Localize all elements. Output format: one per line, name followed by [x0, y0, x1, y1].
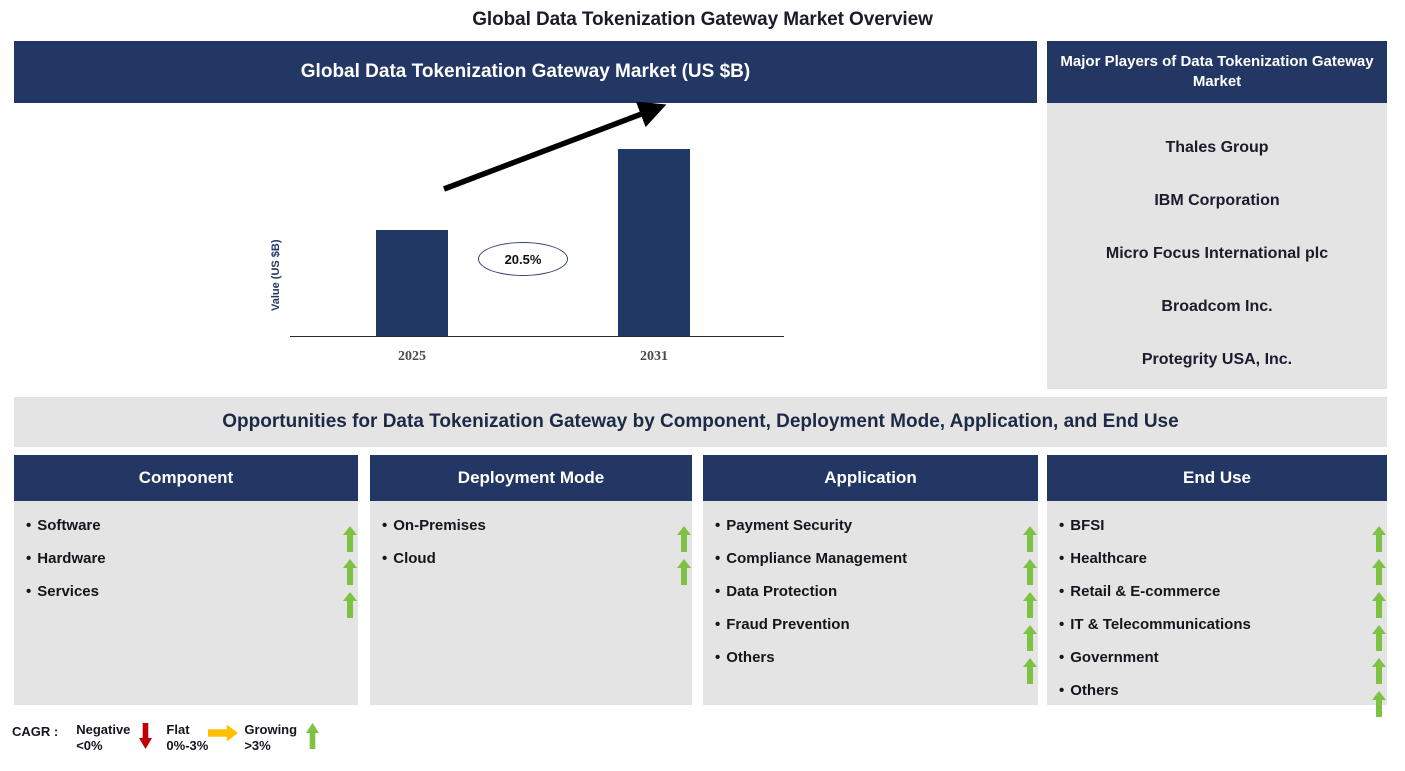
segment-item-label: IT & Telecommunications — [1059, 616, 1251, 633]
legend-entry-text: Negative <0% — [76, 722, 130, 755]
segment-item-label: Compliance Management — [715, 550, 907, 567]
segment-column-title: End Use — [1047, 455, 1387, 501]
list-item: Services — [14, 575, 358, 618]
segment-item-label: Cloud — [382, 550, 436, 567]
list-item: Others — [703, 641, 1038, 684]
legend-entry-negative: Negative <0% — [76, 722, 160, 755]
segment-item-label: Others — [715, 649, 774, 666]
list-item: Healthcare — [1047, 542, 1387, 585]
list-item: IT & Telecommunications — [1047, 608, 1387, 651]
opportunities-title: Opportunities for Data Tokenization Gate… — [14, 397, 1387, 447]
legend-entry-text: Flat 0%-3% — [166, 722, 208, 755]
segment-column-application: Application Payment Security Compliance … — [703, 455, 1038, 705]
cagr-legend: CAGR : Negative <0% Flat 0%-3% Growing >… — [12, 722, 333, 755]
segment-item-label: Software — [26, 517, 100, 534]
list-item: Retail & E-commerce — [1047, 575, 1387, 618]
segment-column-deployment-mode: Deployment Mode On-Premises Cloud — [370, 455, 692, 705]
legend-entry-range: 0%-3% — [166, 738, 209, 754]
list-item: Software — [14, 509, 358, 552]
list-item: Hardware — [14, 542, 358, 585]
x-tick-2031: 2031 — [640, 349, 668, 364]
x-tick-2025: 2025 — [398, 349, 426, 364]
legend-entry-range: <0% — [76, 738, 103, 754]
list-item: Data Protection — [703, 575, 1038, 618]
x-axis-line — [290, 336, 784, 337]
segment-item-label: Healthcare — [1059, 550, 1147, 567]
chart-plot-area: Value (US $B) 20.5% 2025 2031 Source : L… — [14, 101, 1037, 446]
segment-column-title: Application — [703, 455, 1038, 501]
arrow-up-icon — [297, 722, 327, 749]
list-item: BFSI — [1047, 509, 1387, 552]
segment-column-component: Component Software Hardware Services — [14, 455, 358, 705]
cagr-arrow-icon — [443, 101, 667, 192]
segment-item-label: Payment Security — [715, 517, 852, 534]
segment-item-label: Retail & E-commerce — [1059, 583, 1220, 600]
major-players-title: Major Players of Data Tokenization Gatew… — [1047, 41, 1387, 103]
segment-item-list: On-Premises Cloud — [370, 501, 692, 585]
major-players-panel: Major Players of Data Tokenization Gatew… — [1047, 41, 1387, 389]
market-chart-panel: Global Data Tokenization Gateway Market … — [14, 41, 1037, 446]
segment-item-label: Fraud Prevention — [715, 616, 849, 633]
arrow-right-icon — [208, 722, 239, 743]
segment-item-label: On-Premises — [382, 517, 486, 534]
arrow-down-icon — [130, 722, 160, 749]
segment-item-label: Data Protection — [715, 583, 837, 600]
list-item: On-Premises — [370, 509, 692, 552]
segment-item-label: Hardware — [26, 550, 105, 567]
list-item: Thales Group — [1165, 138, 1269, 156]
segment-column-title: Component — [14, 455, 358, 501]
segment-item-label: Services — [26, 583, 99, 600]
list-item: Payment Security — [703, 509, 1038, 552]
legend-entry-label: Growing — [244, 722, 298, 737]
legend-entry-label: Flat — [166, 722, 190, 737]
cagr-callout-badge: 20.5% — [478, 242, 568, 276]
major-players-list: Thales Group IBM Corporation Micro Focus… — [1047, 103, 1387, 389]
list-item: Micro Focus International plc — [1105, 244, 1329, 262]
chart-panel-title: Global Data Tokenization Gateway Market … — [14, 41, 1037, 103]
list-item: Fraud Prevention — [703, 608, 1038, 651]
segment-item-list: Payment Security Compliance Management D… — [703, 501, 1038, 684]
segment-item-label: BFSI — [1059, 517, 1104, 534]
list-item: Broadcom Inc. — [1161, 297, 1273, 315]
bar-2031 — [618, 149, 690, 336]
list-item: Others — [1047, 674, 1387, 717]
segment-column-title: Deployment Mode — [370, 455, 692, 501]
legend-entry-growing: Growing >3% — [244, 722, 327, 755]
list-item: Government — [1047, 641, 1387, 684]
segment-item-label: Others — [1059, 682, 1118, 699]
segment-item-label: Government — [1059, 649, 1158, 666]
bar-2025 — [376, 230, 448, 336]
page-title: Global Data Tokenization Gateway Market … — [472, 9, 933, 30]
legend-entry-range: >3% — [244, 738, 271, 754]
list-item: Compliance Management — [703, 542, 1038, 585]
legend-entry-text: Growing >3% — [244, 722, 297, 755]
list-item: IBM Corporation — [1154, 191, 1280, 209]
legend-entry-label: Negative — [76, 722, 131, 737]
list-item: Cloud — [370, 542, 692, 585]
segment-column-end-use: End Use BFSI Healthcare Retail & E-comme… — [1047, 455, 1387, 717]
list-item: Protegrity USA, Inc. — [1141, 350, 1293, 368]
cagr-legend-title: CAGR : — [12, 724, 59, 739]
legend-entry-flat: Flat 0%-3% — [166, 722, 239, 755]
segment-item-list: BFSI Healthcare Retail & E-commerce IT &… — [1047, 501, 1387, 717]
segment-item-list: Software Hardware Services — [14, 501, 358, 618]
